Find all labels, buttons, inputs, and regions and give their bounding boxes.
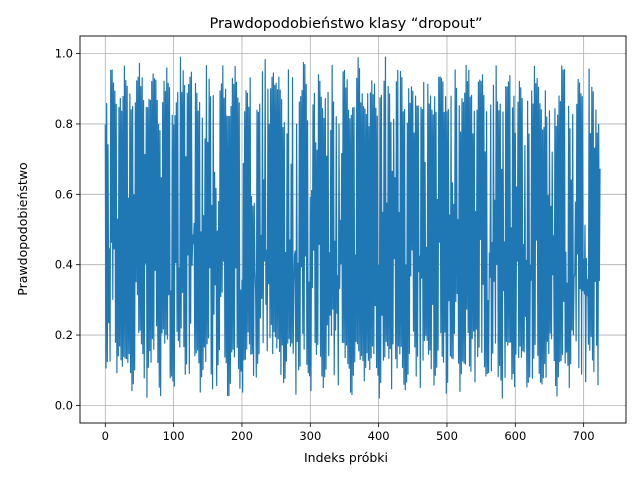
x-axis-label: Indeks próbki [304,450,388,465]
y-tick-label: 1.0 [55,47,73,61]
series-line [104,56,601,399]
x-tick-label: 700 [573,429,595,443]
x-tick-label: 200 [231,429,253,443]
y-tick-label: 0.6 [55,187,73,201]
y-axis-ticks: 0.0 0.2 0.4 0.6 0.8 1.0 [55,47,80,412]
x-tick-label: 400 [368,429,390,443]
y-tick-label: 0.8 [55,117,73,131]
series-layer [104,56,601,399]
y-tick-label: 0.2 [55,328,73,342]
x-tick-label: 300 [299,429,321,443]
chart-title: Prawdopodobieństwo klasy “dropout” [209,16,482,32]
x-axis-ticks: 0 100 200 300 400 500 600 700 [102,423,595,443]
x-tick-label: 500 [436,429,458,443]
y-tick-label: 0.0 [55,398,73,412]
plot-frame [79,35,627,424]
y-tick-label: 0.4 [55,258,73,272]
y-axis-label: Prawdopodobieństwo [15,162,30,295]
x-tick-label: 600 [504,429,526,443]
x-tick-label: 100 [163,429,185,443]
x-tick-label: 0 [102,429,109,443]
